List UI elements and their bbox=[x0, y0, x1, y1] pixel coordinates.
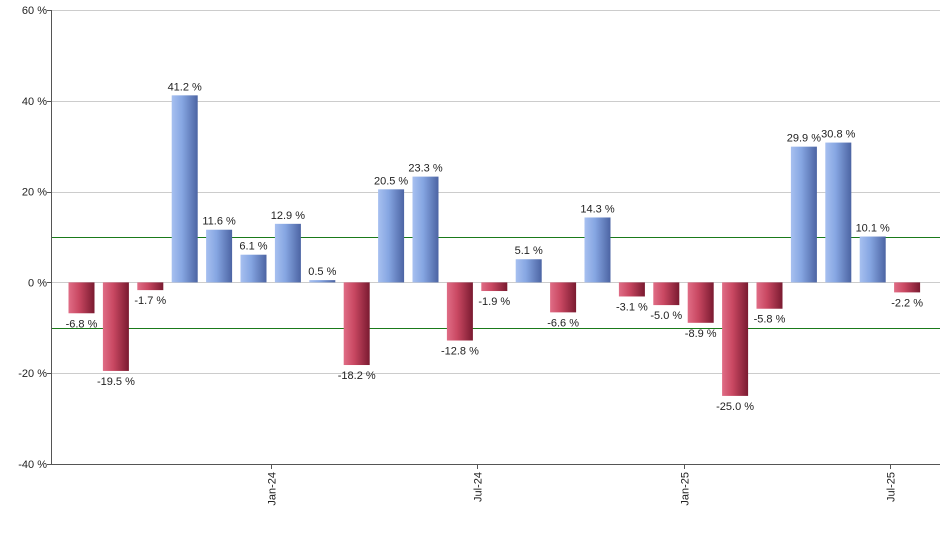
bar bbox=[825, 142, 852, 283]
data-label: 41.2 % bbox=[168, 81, 202, 93]
data-label: -1.9 % bbox=[478, 296, 510, 308]
data-label: 30.8 % bbox=[821, 129, 855, 141]
y-tick-label: 60 % bbox=[22, 5, 47, 17]
bar bbox=[68, 282, 95, 314]
bar bbox=[756, 282, 783, 309]
bar bbox=[894, 282, 921, 293]
bar bbox=[515, 259, 542, 283]
bar bbox=[343, 282, 370, 366]
y-tick-label: -20 % bbox=[18, 368, 47, 380]
bar bbox=[309, 280, 336, 283]
data-label: 14.3 % bbox=[580, 203, 614, 215]
data-label: -12.8 % bbox=[441, 346, 479, 358]
bar bbox=[859, 236, 886, 283]
y-tick-label: 20 % bbox=[22, 187, 47, 199]
bar bbox=[653, 282, 680, 306]
data-label: 12.9 % bbox=[271, 210, 305, 222]
bar bbox=[378, 189, 405, 283]
data-label: -6.6 % bbox=[547, 317, 579, 329]
data-label: 6.1 % bbox=[239, 241, 267, 253]
x-tick-label: Jan-25 bbox=[680, 472, 692, 506]
data-label: -6.8 % bbox=[66, 318, 98, 330]
bar bbox=[687, 282, 714, 323]
data-label: 10.1 % bbox=[856, 223, 890, 235]
bar bbox=[722, 282, 749, 396]
data-label: -1.7 % bbox=[134, 295, 166, 307]
data-label: -2.2 % bbox=[891, 297, 923, 309]
bar bbox=[446, 282, 473, 341]
data-label: 11.6 % bbox=[202, 216, 236, 228]
x-tick-label: Jan-24 bbox=[267, 472, 279, 506]
data-label: 5.1 % bbox=[515, 245, 543, 257]
bar bbox=[102, 282, 129, 371]
bar bbox=[412, 176, 439, 283]
bar bbox=[240, 254, 267, 283]
bar bbox=[171, 95, 198, 283]
data-label: 20.5 % bbox=[374, 175, 408, 187]
bar bbox=[206, 229, 233, 283]
data-label: -5.0 % bbox=[650, 310, 682, 322]
y-tick-label: 40 % bbox=[22, 96, 47, 108]
y-tick-label: 0 % bbox=[28, 277, 47, 289]
axes: 60 % 40 % 20 % 0 % -20 % -40 % Jan-24 Jul-24 Jan… bbox=[18, 5, 940, 506]
x-tick-label: Jul-25 bbox=[886, 472, 898, 502]
data-label: -18.2 % bbox=[338, 370, 376, 382]
bar bbox=[550, 282, 577, 313]
x-tick-label: Jul-24 bbox=[473, 472, 485, 502]
data-label: -19.5 % bbox=[97, 376, 135, 388]
data-label: 0.5 % bbox=[308, 266, 336, 278]
data-label: -25.0 % bbox=[716, 401, 754, 413]
data-labels: -6.8 % -19.5 % -1.7 % 41.2 % 11.6 % 6.1 % 12.9… bbox=[66, 81, 924, 413]
data-label: -8.9 % bbox=[685, 328, 717, 340]
data-label: -3.1 % bbox=[616, 301, 648, 313]
data-label: 23.3 % bbox=[408, 163, 442, 175]
data-label: -5.8 % bbox=[754, 314, 786, 326]
data-label: 29.9 % bbox=[787, 133, 821, 145]
y-tick-label: -40 % bbox=[18, 459, 47, 471]
bar bbox=[790, 146, 817, 283]
bar bbox=[274, 223, 301, 283]
bar bbox=[618, 282, 645, 297]
bar bbox=[137, 282, 164, 291]
bar bbox=[584, 217, 611, 283]
bars bbox=[68, 95, 921, 396]
bar bbox=[481, 282, 508, 292]
